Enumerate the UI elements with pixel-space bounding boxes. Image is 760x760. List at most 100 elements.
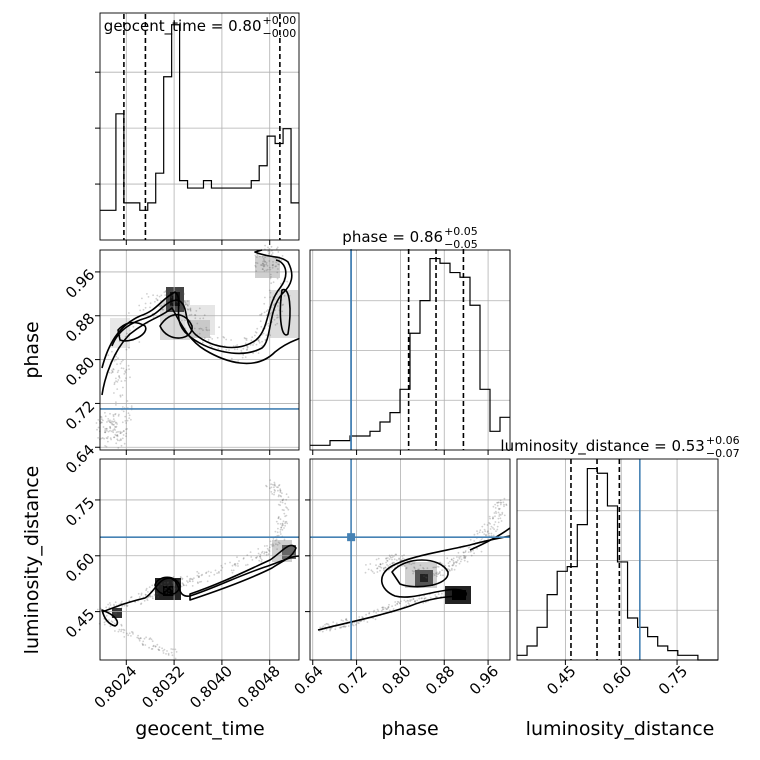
sample-point (267, 253, 270, 256)
sample-point (406, 599, 409, 602)
sample-point (189, 308, 192, 311)
sample-point (160, 583, 163, 586)
sample-point (363, 619, 365, 622)
contour-outer (189, 544, 297, 601)
sample-point (175, 651, 178, 653)
sample-point (260, 264, 263, 266)
sample-point (388, 554, 391, 557)
sample-point (466, 560, 469, 563)
sample-point (116, 438, 119, 441)
sample-point (128, 414, 131, 417)
sample-point (395, 559, 398, 562)
sample-point (481, 531, 484, 534)
sample-point (203, 314, 206, 317)
sample-point (409, 600, 411, 603)
sample-point (181, 308, 184, 311)
sample-point (183, 293, 185, 295)
sample-point (118, 375, 120, 378)
sample-point (120, 623, 123, 626)
sample-point (282, 524, 284, 527)
sample-point (261, 268, 264, 270)
sample-point (231, 564, 234, 567)
sample-point (95, 422, 98, 424)
sample-point (422, 567, 424, 569)
sample-point (449, 560, 451, 563)
sample-point (420, 597, 423, 600)
sample-point (267, 246, 269, 249)
sample-point (246, 346, 249, 348)
sample-point (124, 335, 127, 338)
sample-point (147, 591, 149, 593)
sample-point (268, 550, 271, 552)
sample-point (441, 569, 443, 571)
sample-point (196, 581, 199, 584)
sample-point (490, 532, 493, 535)
sample-point (414, 600, 416, 603)
sample-point (280, 495, 283, 498)
sample-point (199, 317, 202, 320)
sample-point (244, 356, 247, 358)
sample-point (267, 322, 270, 325)
sample-point (144, 302, 147, 305)
sample-point (126, 632, 128, 635)
sample-point (266, 268, 269, 271)
sample-point (170, 304, 173, 307)
sample-point (125, 422, 127, 424)
contour-inner (101, 609, 119, 627)
sample-point (116, 423, 118, 425)
sample-point (456, 556, 458, 558)
sample-point (105, 437, 108, 439)
sample-point (359, 620, 362, 623)
sample-point (393, 561, 396, 564)
sample-point (269, 277, 272, 280)
sample-point (505, 503, 508, 506)
sample-point (167, 581, 170, 584)
x-tick-label: 0.8024 (91, 662, 141, 712)
sample-point (254, 331, 257, 333)
sample-point (126, 400, 129, 402)
sample-point (402, 557, 404, 560)
sample-point (259, 320, 262, 323)
sample-point (262, 263, 265, 266)
sample-point (106, 437, 109, 440)
sample-point (150, 648, 153, 650)
sample-point (170, 289, 173, 292)
sample-point (368, 612, 371, 614)
sample-point (281, 524, 283, 527)
sample-point (179, 308, 182, 310)
sample-point (330, 627, 333, 630)
sample-point (208, 575, 211, 577)
sample-point (143, 599, 146, 602)
sample-point (448, 565, 451, 568)
sample-point (409, 599, 411, 601)
sample-point (205, 326, 208, 329)
sample-point (108, 606, 111, 609)
sample-point (501, 513, 504, 515)
sample-point (233, 563, 236, 566)
sample-point (396, 603, 399, 605)
sample-point (423, 598, 426, 600)
sample-point (273, 493, 275, 496)
sample-point (190, 313, 193, 316)
sample-point (129, 329, 132, 332)
sample-point (150, 638, 153, 641)
sample-point (398, 558, 400, 561)
sample-point (164, 291, 167, 293)
sample-point (109, 412, 111, 415)
sample-point (442, 574, 444, 577)
sample-point (126, 428, 128, 430)
sample-point (470, 554, 473, 557)
sample-point (279, 494, 282, 497)
density-cell (452, 590, 466, 600)
sample-point (503, 514, 506, 517)
sample-point (423, 597, 426, 600)
sample-point (116, 434, 119, 437)
sample-point (170, 648, 173, 650)
sample-point (265, 261, 268, 264)
sample-point (163, 589, 166, 592)
sample-point (273, 483, 276, 486)
sample-point (162, 308, 165, 311)
sample-point (193, 577, 195, 579)
sample-point (209, 336, 212, 339)
sample-point (146, 293, 148, 295)
